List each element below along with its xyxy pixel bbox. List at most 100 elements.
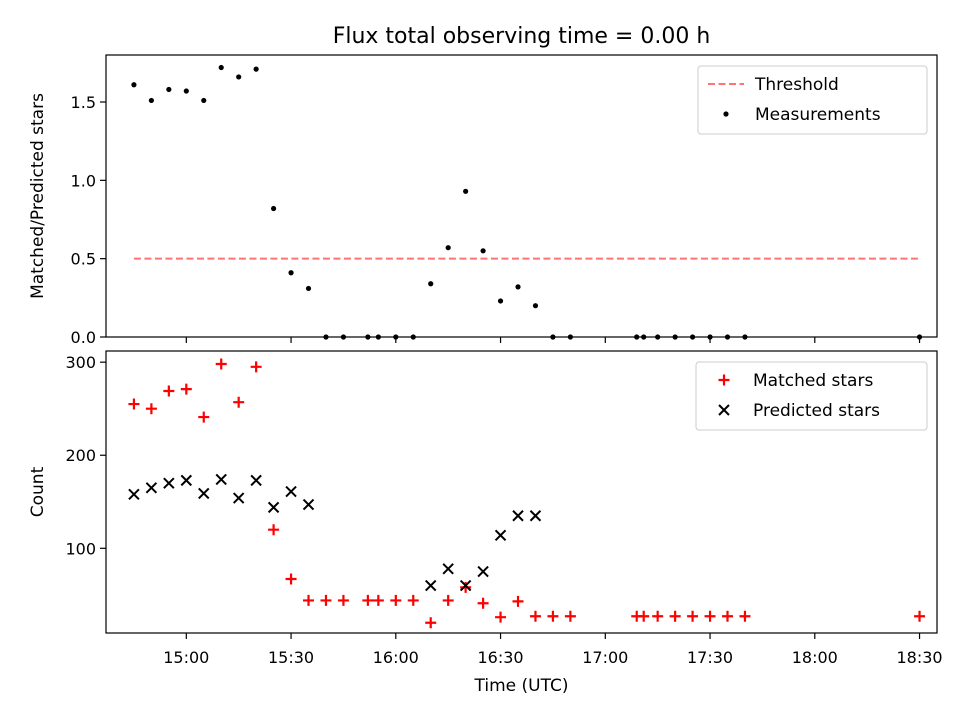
legend-label: Measurements (755, 105, 881, 125)
data-point (722, 610, 734, 622)
data-point (459, 579, 472, 592)
data-point (128, 488, 140, 501)
data-point (128, 398, 140, 410)
data-point (638, 610, 650, 622)
data-point (145, 482, 158, 494)
legend-label: Matched stars (753, 371, 873, 391)
data-point (145, 403, 157, 415)
data-point (425, 617, 437, 629)
data-point (512, 510, 524, 522)
data-point (460, 581, 472, 593)
data-point (515, 284, 521, 290)
data-point (547, 610, 559, 622)
data-point (428, 281, 434, 287)
data-point (163, 477, 175, 489)
data-point (375, 334, 381, 340)
data-point (495, 611, 507, 623)
data-point (641, 334, 647, 340)
data-point (672, 334, 678, 340)
y-tick-label-ratio: 1.0 (71, 171, 96, 190)
x-tick-label: 18:30 (896, 648, 942, 667)
x-tick-label: 17:30 (687, 648, 733, 667)
data-point (425, 579, 437, 592)
data-point (148, 97, 154, 104)
data-point (198, 411, 210, 423)
data-point (323, 334, 329, 340)
data-point (180, 383, 192, 395)
x-axis-label: Time (UTC) (474, 676, 569, 696)
data-point (362, 594, 374, 606)
data-point (445, 245, 451, 251)
data-point (393, 334, 399, 340)
data-point (285, 573, 297, 585)
plot-area-count (105, 350, 938, 634)
data-point (442, 594, 454, 606)
legend-ratio: Threshold Measurements (697, 65, 928, 135)
data-point (477, 597, 489, 609)
data-point (407, 594, 419, 606)
data-point (914, 610, 926, 622)
data-point (512, 595, 524, 607)
data-point (477, 565, 489, 578)
data-point (365, 334, 371, 340)
data-point (270, 205, 277, 212)
data-point (669, 610, 681, 622)
data-point (742, 334, 748, 340)
data-point (390, 594, 402, 606)
data-point (550, 334, 556, 340)
data-point (302, 498, 315, 511)
x-tick-label: 17:00 (582, 648, 628, 667)
x-tick-label: 16:30 (477, 648, 523, 667)
data-point (267, 501, 280, 514)
legend-count: Matched stars Predicted stars (695, 361, 928, 431)
y-tick-label-ratio: 0.5 (71, 250, 96, 269)
data-point (337, 594, 349, 606)
data-point (687, 610, 699, 622)
legend-frame (697, 65, 928, 135)
data-point (250, 474, 262, 487)
y-tick-label-count: 200 (65, 446, 96, 465)
data-point (497, 298, 504, 304)
data-point (529, 510, 542, 522)
series-predicted-stars (128, 473, 542, 592)
y-tick-label-count: 300 (65, 353, 96, 372)
data-point (372, 594, 384, 606)
chart-title: Flux total observing time = 0.00 h (333, 24, 711, 49)
data-point (652, 610, 664, 622)
data-point (236, 74, 242, 80)
data-point (268, 524, 280, 536)
series-measurements (131, 64, 923, 340)
y-tick-label-count: 100 (65, 539, 96, 558)
data-point (183, 88, 189, 94)
legend-label: Predicted stars (753, 401, 880, 421)
data-point (320, 594, 332, 606)
data-point (163, 385, 175, 397)
data-point (201, 97, 207, 104)
data-point (532, 303, 539, 309)
data-point (567, 334, 573, 340)
data-point (739, 610, 751, 622)
data-point (916, 334, 923, 340)
data-point (198, 487, 210, 500)
data-point (480, 248, 486, 254)
ratio-panel: 0.0 0.5 1.0 1.5 Matched/Predicted stars Thres… (28, 54, 938, 347)
data-point (494, 529, 507, 541)
data-point (704, 610, 716, 622)
data-point (288, 270, 294, 276)
data-point (410, 334, 416, 340)
legend-label: Threshold (754, 75, 839, 95)
y-tick-label-ratio: 0.0 (71, 328, 96, 347)
data-point (340, 334, 347, 340)
x-tick-label: 15:30 (268, 648, 314, 667)
count-panel: 100 200 300 15:00 15:30 16:00 16:30 17:00 17:30 1… (28, 350, 943, 667)
data-point (166, 86, 172, 93)
data-point (634, 334, 640, 340)
data-point (233, 396, 245, 408)
data-point (564, 610, 576, 622)
series-matched-stars (128, 358, 926, 629)
legend-marker (723, 111, 729, 117)
data-point (253, 66, 259, 72)
data-point (442, 563, 454, 575)
legend-marker (718, 404, 730, 416)
